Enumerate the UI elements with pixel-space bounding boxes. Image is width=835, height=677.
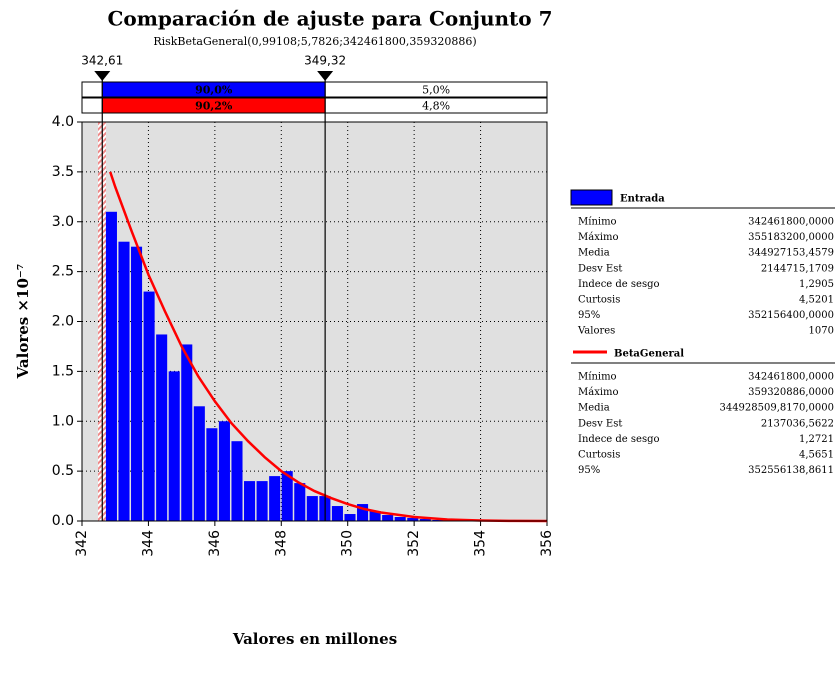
x-axis-label: Valores en millones [232,630,397,648]
stat-name: Desv Est [578,418,622,429]
stat-value: 344928509,8170,0000 [719,403,834,414]
stat-name: Media [578,248,610,259]
stat-value: 342461800,0000 [748,217,834,228]
band-center-label: 90,0% [195,84,233,97]
chart-subtitle: RiskBetaGeneral(0,99108;5,7826;342461800… [153,35,476,48]
bar [294,483,306,521]
stat-name: Desv Est [578,263,622,274]
bar [168,371,180,521]
bar [193,406,205,521]
band-right-label: 5,0% [422,84,450,97]
bar [419,519,431,521]
stat-value: 4,5651 [799,450,834,461]
y-tick-label: 0.0 [52,513,74,529]
stat-name: Máximo [578,232,619,243]
y-tick-label: 1.5 [52,363,74,379]
stat-name: 95% [578,465,600,476]
bar [369,511,381,521]
stat-value: 352556138,8611 [748,465,834,476]
stat-name: Indece de sesgo [578,279,660,290]
bar [131,246,143,521]
plot-frame [81,121,548,522]
y-tick-label: 2.0 [52,314,74,330]
bar [394,517,406,521]
band-right-label: 4,8% [422,100,450,113]
stat-value: 359320886,0000 [748,387,834,398]
bar [143,291,155,521]
stat-name: Mínimo [578,372,617,383]
stat-value: 1070 [809,326,834,337]
x-tick-label: 352 [406,530,422,557]
marker-label: 349,32 [304,54,346,68]
stat-name: 95% [578,310,600,321]
y-tick-label: 3.0 [52,214,74,230]
stat-value: 1,2721 [799,434,834,445]
bar [382,515,394,521]
bar [231,441,243,521]
y-tick-label: 1.0 [52,413,74,429]
legend-label: Entrada [620,194,665,205]
y-tick-label: 2.5 [52,264,74,280]
y-axis-label: Valores ×10⁻⁷ [14,264,32,380]
bar [306,496,318,521]
fit-line [109,171,548,523]
bar [344,514,356,521]
stat-name: Curtosis [578,450,620,461]
x-tick-label: 354 [473,530,489,557]
bar [331,506,343,521]
stat-name: Media [578,403,610,414]
band-center-label: 90,2% [195,100,233,113]
x-tick-label: 342 [74,530,90,557]
stat-name: Curtosis [578,295,620,306]
bar [281,471,293,521]
x-tick-label: 346 [207,530,223,557]
bar [357,504,369,521]
bar [181,344,193,521]
bar [105,211,117,521]
x-tick-label: 344 [140,530,156,557]
y-tick-label: 0.5 [52,463,74,479]
bar [218,421,230,521]
bar [156,334,168,521]
legend-label: BetaGeneral [614,349,684,360]
x-tick-label: 356 [539,530,555,557]
x-tick-label: 348 [273,530,289,557]
stat-name: Indece de sesgo [578,434,660,445]
stat-value: 1,2905 [799,279,834,290]
stat-value: 342461800,0000 [748,372,834,383]
stat-value: 352156400,0000 [748,310,834,321]
stat-value: 344927153,4579 [748,248,834,259]
marker-label: 342,61 [81,54,123,68]
legend-swatch [570,189,613,206]
stat-name: Valores [577,326,615,337]
stat-value: 4,5201 [799,295,834,306]
stat-value: 2144715,1709 [761,263,834,274]
chart-title: Comparación de ajuste para Conjunto 7 [107,7,552,31]
bar [269,476,281,521]
bar [244,481,256,521]
bar [118,241,130,521]
y-tick-label: 3.5 [52,164,74,180]
stat-name: Máximo [578,387,619,398]
x-tick-label: 350 [340,530,356,557]
bar [407,518,419,521]
y-tick-label: 4.0 [52,114,74,130]
stat-value: 2137036,5622 [761,418,834,429]
bar [256,481,268,521]
bar [206,428,218,521]
stat-value: 355183200,0000 [748,232,834,243]
stat-name: Mínimo [578,217,617,228]
